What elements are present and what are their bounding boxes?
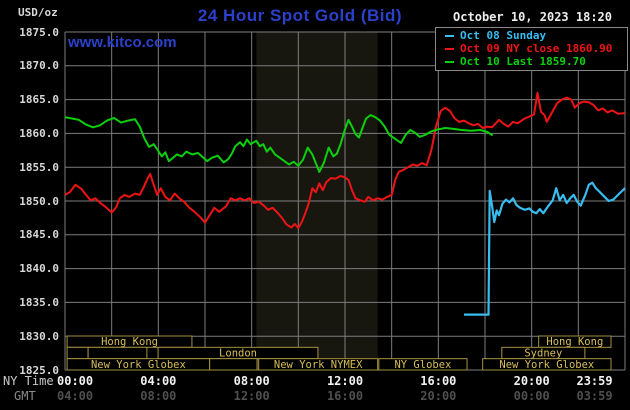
legend-item-label: Oct 10 Last 1859.70 (460, 55, 586, 68)
legend-item: Oct 10 Last 1859.70 (436, 55, 627, 68)
x-axis-tick-label: 20:00 (513, 374, 550, 388)
x-axis-tick-label: 16:00 (420, 374, 457, 388)
session-box (66, 346, 89, 360)
legend-item: Oct 09 NY close 1860.90 (436, 42, 627, 55)
series-oct08-line (464, 181, 626, 316)
legend-item-label: Oct 08 Sunday (460, 29, 547, 42)
x-axis-tick-label: 08:00 (140, 389, 177, 403)
x-axis-tick-label: 00:00 (57, 374, 94, 388)
y-axis-tick-label: 1840.0 (19, 262, 59, 276)
session-label: New York Globex (499, 359, 594, 371)
x-axis-tick-label: 08:00 (233, 374, 270, 388)
session-box (87, 346, 148, 360)
legend-item-label: Oct 09 NY close 1860.90 (460, 42, 613, 55)
session-label: Hong Kong (101, 336, 158, 348)
gmt-row-label: GMT (14, 389, 36, 403)
y-axis-tick-label: 1855.0 (19, 160, 59, 174)
legend: Oct 08 Sunday Oct 09 NY close 1860.90 Oct … (435, 27, 628, 71)
legend-color-dash (445, 35, 454, 37)
chart-datetime: October 10, 2023 18:20 (453, 10, 612, 24)
session-box (482, 358, 612, 371)
x-axis-tick-label: 04:00 (140, 374, 177, 388)
y-axis-tick-label: 1830.0 (19, 329, 59, 343)
session-box (378, 358, 468, 371)
legend-color-dash (445, 48, 454, 50)
x-axis-tick-label: 20:00 (420, 389, 457, 403)
session-label: Sydney (524, 348, 562, 360)
y-axis-tick-label: 1860.0 (19, 126, 59, 140)
y-axis-tick-label: 1870.0 (19, 59, 59, 73)
session-box (209, 358, 258, 371)
series-oct09-line (64, 91, 626, 229)
session-label: Hong Kong (546, 336, 603, 348)
y-axis-tick-label: 1845.0 (19, 228, 59, 242)
ny-time-row-label: NY Time (3, 374, 54, 388)
y-axis-tick-label: 1850.0 (19, 194, 59, 208)
y-axis-tick-label: 1835.0 (19, 295, 59, 309)
kitco-link[interactable]: www.kitco.com (68, 34, 177, 51)
x-axis-tick-label: 23:59 (576, 374, 613, 388)
x-axis-tick-label: 12:00 (233, 389, 270, 403)
series-oct10-line (64, 114, 494, 173)
x-axis-tick-label: 16:00 (326, 389, 364, 403)
x-axis-tick-label: 03:59 (576, 389, 613, 403)
y-axis-tick-label: 1865.0 (19, 93, 59, 107)
y-axis-tick-label: 1825.0 (19, 363, 59, 377)
page-title: 24 Hour Spot Gold (Bid) (197, 6, 403, 25)
session-label: New York Globex (91, 359, 186, 371)
x-axis-tick-label: 00:00 (513, 389, 550, 403)
x-axis-tick-label: 12:00 (326, 374, 364, 388)
session-label: New York NYMEX (274, 359, 363, 371)
session-box (258, 358, 379, 371)
session-label: London (219, 348, 257, 360)
legend-color-dash (445, 61, 454, 63)
session-label: NY Globex (394, 359, 451, 371)
y-axis-tick-label: 1875.0 (19, 25, 59, 39)
legend-item: Oct 08 Sunday (436, 29, 627, 42)
x-axis-tick-label: 04:00 (57, 389, 94, 403)
y-axis-units-label: USD/oz (18, 6, 58, 19)
